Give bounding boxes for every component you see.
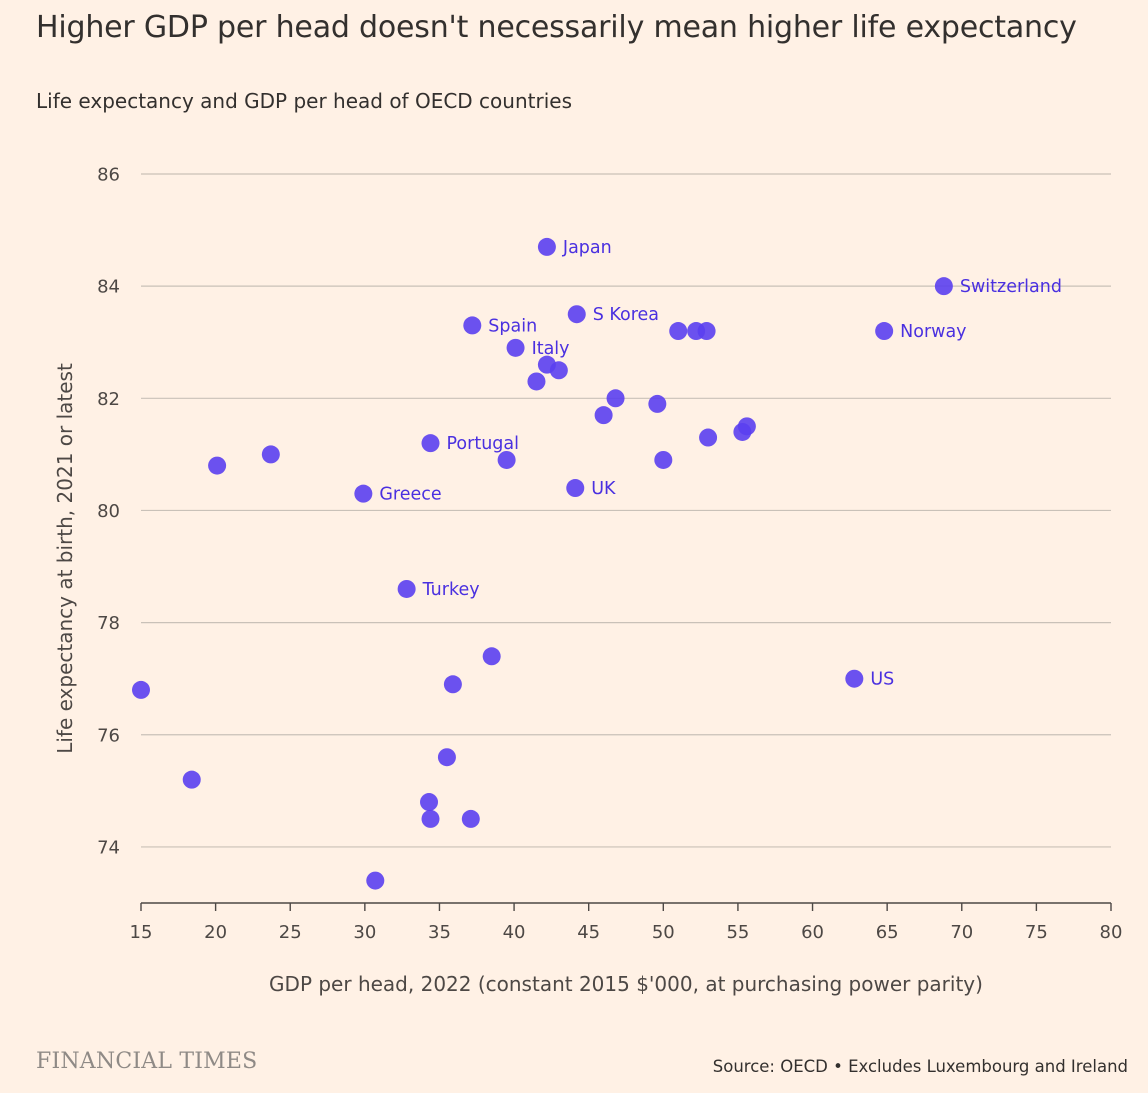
- data-point-32: [420, 793, 439, 812]
- point-label-s-korea: S Korea: [593, 305, 659, 325]
- x-tick-label-30: 30: [353, 922, 376, 943]
- data-point-portugal: [421, 434, 440, 453]
- data-point-s-korea: [567, 305, 586, 324]
- data-point-33: [421, 809, 440, 828]
- data-point-greece: [354, 484, 373, 503]
- x-tick-label-35: 35: [428, 922, 451, 943]
- data-point-26: [482, 647, 501, 666]
- data-point-japan: [537, 237, 556, 256]
- y-gridlines: [141, 173, 1111, 848]
- point-label-us: US: [870, 670, 894, 690]
- data-point-12: [606, 389, 625, 408]
- data-point-20: [497, 450, 516, 469]
- x-tick-label-50: 50: [652, 922, 675, 943]
- y-tick-label-82: 82: [97, 389, 120, 410]
- x-tick-label-45: 45: [577, 922, 600, 943]
- data-point-uk: [566, 479, 585, 498]
- data-point-5: [669, 322, 688, 341]
- data-point-spain: [463, 316, 482, 335]
- data-point-16: [733, 422, 752, 441]
- y-axis-title: Life expectancy at birth, 2021 or latest: [53, 363, 77, 754]
- data-point-21: [654, 450, 673, 469]
- point-label-turkey: Turkey: [422, 580, 480, 600]
- data-point-17: [699, 428, 718, 447]
- data-point-28: [443, 675, 462, 694]
- y-tick-label-80: 80: [97, 501, 120, 522]
- x-tick-label-70: 70: [950, 922, 973, 943]
- data-point-10: [549, 361, 568, 380]
- data-point-13: [648, 394, 667, 413]
- data-point-us: [845, 669, 864, 688]
- x-tick-label-60: 60: [801, 922, 824, 943]
- y-tick-label-84: 84: [97, 277, 120, 298]
- x-tick-label-65: 65: [876, 922, 899, 943]
- data-point-31: [182, 770, 201, 789]
- data-point-7: [697, 322, 716, 341]
- data-point-35: [366, 871, 385, 890]
- point-label-italy: Italy: [532, 339, 570, 359]
- y-tick-label-78: 78: [97, 613, 120, 634]
- data-point-norway: [875, 322, 894, 341]
- point-label-portugal: Portugal: [447, 434, 519, 454]
- chart-title: Higher GDP per head doesn't necessarily …: [36, 10, 1077, 45]
- point-label-norway: Norway: [900, 322, 966, 342]
- x-tick-label-40: 40: [503, 922, 526, 943]
- data-point-30: [437, 748, 456, 767]
- point-label-greece: Greece: [379, 485, 441, 505]
- data-points: [132, 237, 953, 890]
- data-point-turkey: [397, 579, 416, 598]
- x-axis-title: GDP per head, 2022 (constant 2015 $'000,…: [269, 972, 983, 996]
- chart-subtitle: Life expectancy and GDP per head of OECD…: [36, 89, 572, 113]
- data-point-34: [461, 809, 480, 828]
- data-point-11: [527, 372, 546, 391]
- data-point-29: [132, 680, 150, 699]
- point-label-spain: Spain: [488, 316, 537, 336]
- point-labels: Japan Switzerland S Korea Spain Norway Italy P…: [379, 238, 1062, 690]
- source-note: Source: OECD • Excludes Luxembourg and I…: [712, 1057, 1128, 1076]
- x-tick-label-80: 80: [1100, 922, 1123, 943]
- data-point-italy: [506, 338, 525, 357]
- x-axis: 15 20 25 30 35 40 45 50 55 60 65 70 75 80: [130, 902, 1123, 943]
- point-label-switzerland: Switzerland: [960, 277, 1062, 297]
- y-tick-label-76: 76: [97, 725, 120, 746]
- x-tick-label-25: 25: [279, 922, 302, 943]
- data-point-14: [594, 406, 613, 425]
- data-point-switzerland: [934, 277, 953, 296]
- x-tick-label-55: 55: [726, 922, 749, 943]
- ft-logo: FINANCIAL TIMES: [36, 1049, 258, 1074]
- y-tick-labels: 74 76 78 80 82 84 86: [97, 165, 120, 859]
- data-point-22: [208, 456, 227, 475]
- point-label-japan: Japan: [562, 238, 612, 258]
- y-tick-label-74: 74: [97, 837, 120, 858]
- point-label-uk: UK: [591, 479, 616, 499]
- data-point-19: [261, 445, 280, 464]
- y-tick-label-86: 86: [97, 165, 120, 186]
- x-tick-label-75: 75: [1025, 922, 1048, 943]
- x-tick-label-20: 20: [204, 922, 227, 943]
- x-tick-label-15: 15: [130, 922, 153, 943]
